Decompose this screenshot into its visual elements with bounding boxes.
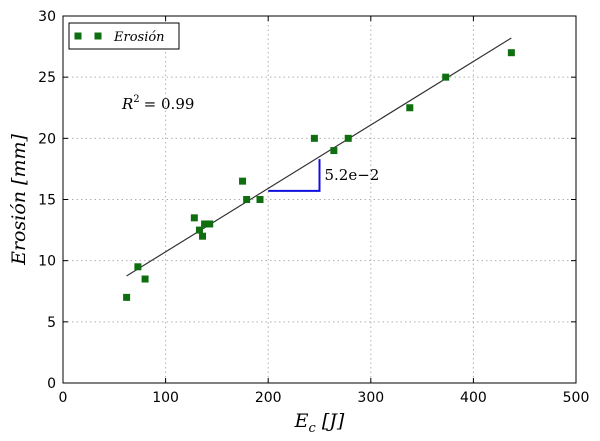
- x-tick-label: 500: [563, 390, 590, 406]
- legend-box: [68, 22, 180, 50]
- data-point: [199, 232, 207, 240]
- legend-marker: [94, 32, 102, 40]
- x-axis-label-main: E: [294, 410, 309, 432]
- y-tick-label: 20: [38, 131, 56, 147]
- data-point: [507, 49, 515, 57]
- r2-letter: R: [121, 95, 133, 113]
- slope-triangle-line: [268, 159, 321, 192]
- data-point: [344, 134, 352, 142]
- x-tick-label: 0: [59, 390, 68, 406]
- data-point: [239, 177, 247, 185]
- data-point: [201, 220, 209, 228]
- slope-triangle: [268, 159, 321, 192]
- data-point: [141, 275, 149, 283]
- legend-label: Erosión: [113, 30, 165, 45]
- legend-marker: [74, 32, 82, 40]
- data-point: [256, 196, 264, 203]
- fit-line-group: [126, 37, 512, 277]
- r2-value: = 0.99: [144, 95, 195, 113]
- y-axis-label: Erosión [mm]: [8, 134, 30, 266]
- y-tick-label: 0: [47, 376, 56, 392]
- axis-ticks: 0 100 200 300 400 500 0 5 10 15 20 25 30: [38, 9, 589, 406]
- y-tick-label: 30: [38, 9, 56, 25]
- grid-lines: [63, 16, 576, 383]
- data-point: [442, 73, 450, 81]
- data-point: [134, 263, 142, 271]
- data-point: [310, 134, 318, 142]
- legend: Erosión: [68, 22, 180, 50]
- x-axis-label-sub: c: [309, 421, 317, 436]
- x-tick-label: 200: [255, 390, 282, 406]
- x-tick-label: 400: [460, 390, 487, 406]
- x-tick-label: 100: [152, 390, 179, 406]
- data-point: [123, 293, 131, 301]
- fit-line: [126, 37, 512, 277]
- x-axis-label-unit: [J]: [316, 410, 345, 432]
- y-tick-label: 5: [47, 315, 56, 331]
- data-point: [243, 196, 251, 203]
- slope-annotation: 5.2e−2: [325, 166, 380, 184]
- r-squared-annotation: R2 = 0.99: [121, 94, 194, 113]
- x-axis-label: Ec [J]: [294, 410, 345, 436]
- y-tick-label: 25: [38, 70, 56, 86]
- data-point: [190, 214, 198, 222]
- data-point: [406, 104, 414, 112]
- data-point: [195, 226, 203, 234]
- data-points: [123, 49, 515, 301]
- y-tick-label: 10: [38, 254, 56, 270]
- x-tick-label: 300: [357, 390, 384, 406]
- y-tick-label: 15: [38, 193, 56, 209]
- data-point: [330, 147, 338, 155]
- r2-superscript: 2: [133, 94, 139, 105]
- data-point: [206, 220, 214, 228]
